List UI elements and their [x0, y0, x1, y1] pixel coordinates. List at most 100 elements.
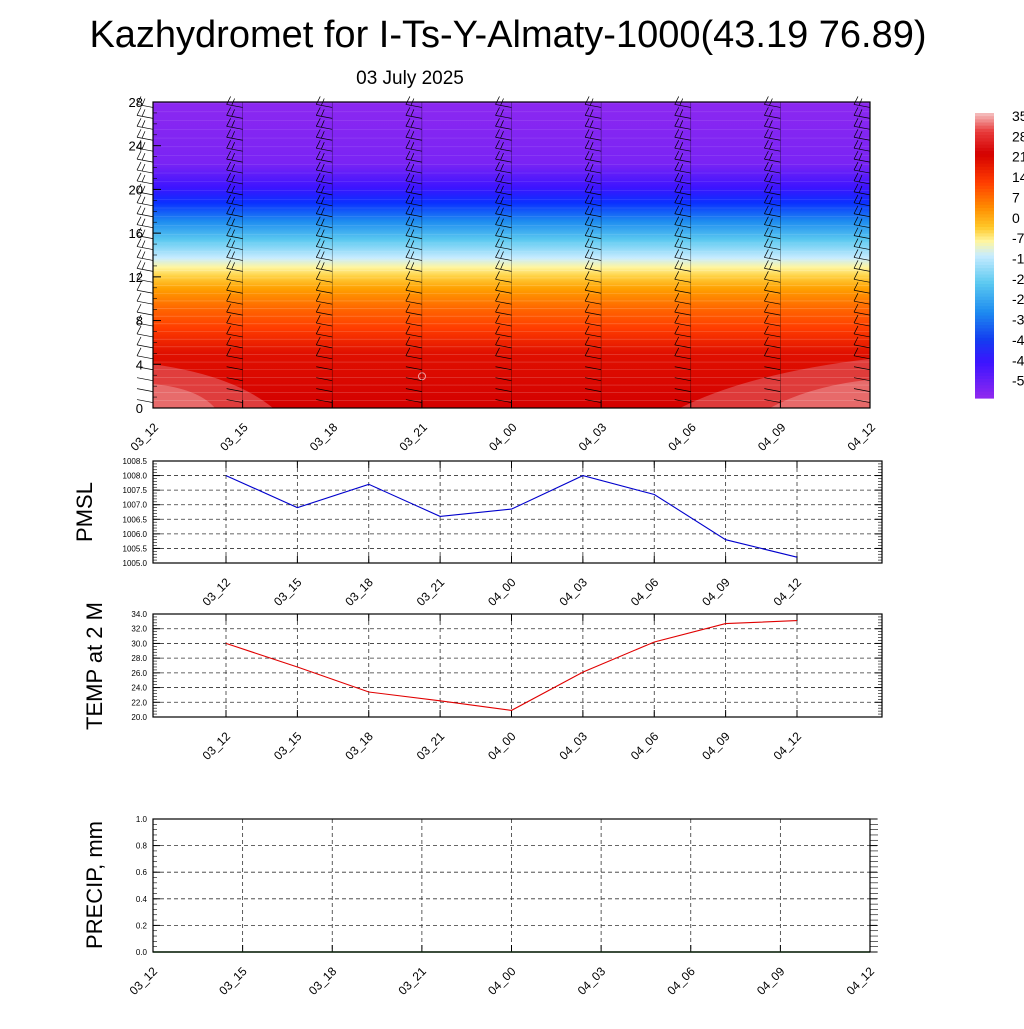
y-tick-label: 0.8: [136, 842, 148, 851]
wind-barb: [320, 185, 325, 194]
colorbar-swatch: [975, 147, 994, 152]
wind-barb: [858, 207, 863, 215]
wind-barb: [405, 300, 422, 305]
wind-barb: [585, 213, 602, 218]
wind-barb: [500, 262, 504, 270]
wind-barb: [226, 216, 231, 225]
wind-barb: [231, 251, 235, 259]
wind-barb: [495, 147, 512, 152]
colorbar-swatch: [975, 350, 994, 355]
wind-barb: [679, 109, 684, 117]
wind-barb: [853, 107, 859, 116]
colorbar-swatch: [975, 299, 994, 304]
colorbar-swatch: [975, 185, 994, 190]
y-tick-label: 0.4: [136, 895, 148, 904]
y-tick-label: 1008.0: [123, 472, 148, 481]
wind-barb: [674, 107, 680, 116]
wind-barb: [405, 333, 422, 338]
y-axis-label: TEMP at 2 M: [82, 602, 107, 730]
colorbar-swatch: [975, 385, 994, 390]
wind-barb: [853, 388, 871, 392]
wind-barb: [226, 303, 231, 313]
colorbar-swatch: [975, 242, 994, 247]
wind-barb: [674, 303, 680, 313]
wind-barb: [320, 142, 325, 150]
wind-barb: [589, 240, 594, 248]
colorbar-swatch: [975, 204, 994, 209]
wind-barb: [853, 303, 859, 313]
wind-barb: [320, 262, 325, 270]
wind-barb: [410, 185, 415, 194]
wind-barb: [141, 251, 146, 259]
wind-barb: [585, 125, 602, 130]
wind-barb: [136, 293, 142, 302]
wind-barb: [853, 260, 859, 269]
y-tick-label: 1007.5: [123, 486, 148, 495]
wind-barb: [500, 152, 504, 161]
x-tick-label: 03_12: [128, 420, 162, 454]
wind-barb: [405, 161, 411, 171]
wind-barb: [316, 289, 333, 294]
colorbar-swatch: [975, 344, 994, 348]
wind-barb: [320, 109, 325, 117]
wind-barb: [405, 136, 422, 141]
wind-barb: [858, 109, 863, 117]
wind-barb: [405, 118, 411, 127]
wind-barb: [226, 115, 243, 119]
wind-barb: [585, 191, 602, 196]
wind-barb: [853, 366, 871, 371]
wind-barb: [136, 104, 154, 108]
colorbar-swatch: [975, 309, 994, 314]
wind-barb: [316, 191, 333, 196]
wind-barb: [495, 333, 512, 338]
wind-barb: [320, 251, 325, 259]
wind-barb: [495, 136, 512, 141]
y-tick-label: 28.0: [131, 654, 147, 663]
colorbar-swatch: [975, 189, 994, 193]
wind-barb: [769, 174, 773, 183]
wind-barb: [764, 333, 781, 338]
x-tick-label: 04_00: [485, 575, 519, 609]
wind-barb: [226, 314, 231, 324]
wind-barb: [315, 150, 321, 160]
wind-barb: [674, 158, 691, 163]
colorbar-swatch: [975, 271, 994, 276]
wind-barb: [136, 213, 154, 218]
wind-barb: [405, 336, 411, 346]
wind-barb: [764, 169, 781, 174]
y-tick-label: 12: [129, 270, 143, 285]
y-tick-label: 1005.5: [123, 544, 148, 553]
wind-barb: [674, 336, 680, 346]
colorbar-label: 14: [1012, 169, 1024, 185]
wind-barb: [764, 314, 769, 324]
wind-barb: [405, 147, 422, 152]
wind-barb: [231, 131, 235, 139]
wind-barb: [495, 300, 512, 305]
wind-barb: [226, 388, 243, 392]
wind-barb: [674, 366, 691, 371]
wind-barb: [674, 161, 680, 171]
wind-barb: [136, 278, 154, 283]
x-tick-label: 04_12: [844, 964, 878, 998]
colorbar-swatch: [975, 176, 994, 181]
wind-barb: [589, 185, 594, 194]
wind-barb: [858, 142, 863, 150]
wind-barb: [316, 125, 333, 130]
wind-barb: [495, 183, 500, 193]
wind-barb: [674, 96, 680, 105]
colorbar-swatch: [975, 334, 994, 339]
wind-barb: [674, 322, 691, 327]
wind-barb: [136, 183, 142, 193]
wind-barb: [141, 262, 146, 270]
y-tick-label: 1008.5: [123, 457, 148, 466]
wind-barb: [764, 347, 769, 356]
wind-barb: [315, 293, 321, 302]
wind-barb: [136, 311, 154, 316]
wind-barb: [136, 227, 142, 236]
wind-barb: [495, 180, 512, 185]
wind-barb: [316, 169, 333, 174]
colorbar-swatch: [975, 394, 994, 399]
wind-barb: [231, 229, 235, 237]
wind-barb: [764, 246, 781, 250]
wind-barb: [405, 125, 422, 130]
